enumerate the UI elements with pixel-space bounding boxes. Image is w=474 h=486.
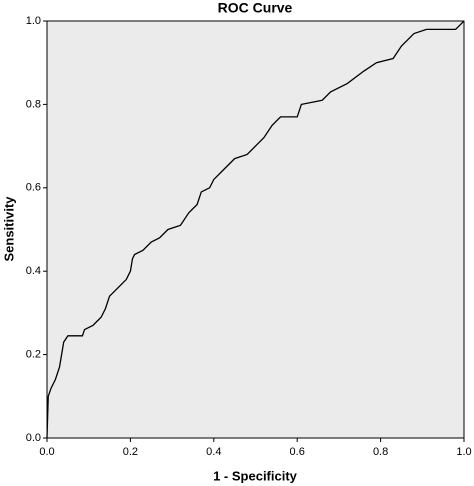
y-axis-title: Sensitivity xyxy=(1,196,16,262)
y-tick-label: 0.4 xyxy=(26,265,41,277)
x-axis-title: 1 - Specificity xyxy=(213,468,298,483)
y-tick-label: 1.0 xyxy=(26,15,41,27)
x-tick-label: 0.6 xyxy=(290,446,305,458)
plot-area xyxy=(46,20,465,439)
y-tick-label: 0.8 xyxy=(26,98,41,110)
y-tick-label: 0.2 xyxy=(26,349,41,361)
y-tick-label: 0.0 xyxy=(26,432,41,444)
x-tick-label: 0.8 xyxy=(373,446,388,458)
x-tick-label: 0.4 xyxy=(206,446,221,458)
x-tick-label: 0.2 xyxy=(123,446,138,458)
x-tick-label: 0.0 xyxy=(39,446,54,458)
x-tick-label: 1.0 xyxy=(456,446,471,458)
chart-title: ROC Curve xyxy=(218,0,293,16)
roc-curve xyxy=(46,20,465,439)
y-tick-label: 0.6 xyxy=(26,182,41,194)
